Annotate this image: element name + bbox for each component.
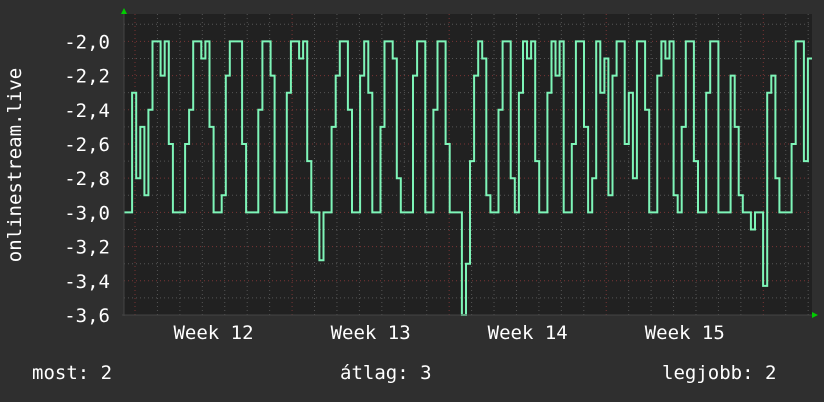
y-tick-label: -2,4	[64, 100, 110, 122]
y-axis-arrow-icon	[121, 8, 127, 14]
legend-best: legjobb: 2	[662, 362, 777, 384]
legend-current: most: 2	[32, 362, 113, 384]
x-axis-arrow-icon	[812, 312, 818, 318]
y-tick-label: -2,6	[64, 134, 110, 156]
y-tick-label: -2,8	[64, 168, 110, 190]
series-line	[124, 40, 812, 316]
plot-area	[124, 14, 812, 315]
y-axis: -2,0 -2,2 -2,4 -2,6 -2,8 -3,0 -3,2 -3,4 -3,6	[64, 31, 110, 327]
y-tick-label: -2,2	[64, 66, 110, 88]
y-tick-label: -3,4	[64, 271, 110, 293]
y-tick-label: -3,6	[64, 305, 110, 327]
x-tick-label: Week 13	[331, 322, 411, 344]
y-tick-label: -3,0	[64, 202, 110, 224]
x-axis: Week 12 Week 13 Week 14 Week 15	[173, 322, 724, 344]
x-tick-label: Week 12	[173, 322, 253, 344]
y-axis-label: onlinestream.live	[4, 68, 26, 262]
y-tick-label: -3,2	[64, 237, 110, 259]
x-tick-label: Week 15	[645, 322, 725, 344]
x-tick-label: Week 14	[488, 322, 568, 344]
y-tick-label: -2,0	[64, 31, 110, 53]
legend-average: átlag: 3	[340, 362, 432, 384]
